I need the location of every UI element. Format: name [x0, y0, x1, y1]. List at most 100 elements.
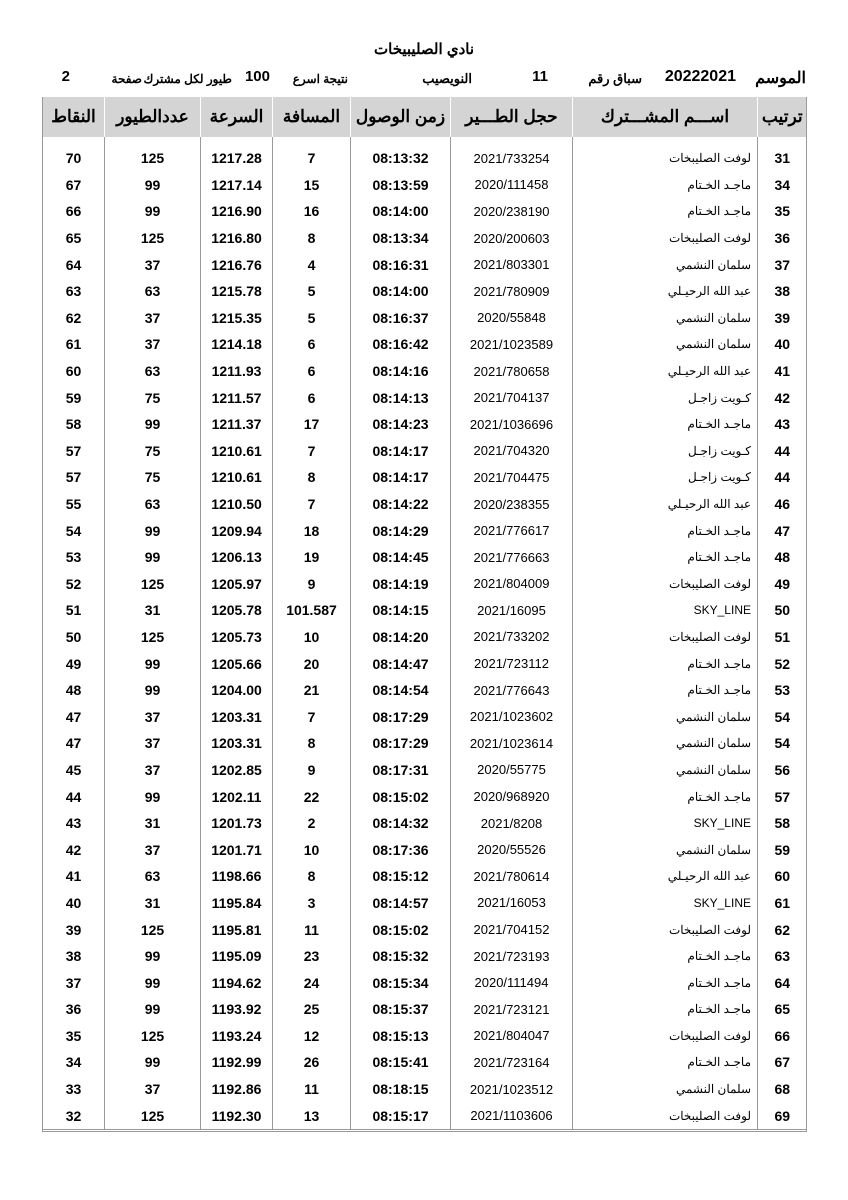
ring-number-cell: 2021/804009: [450, 570, 573, 598]
spacer-cell: [104, 137, 201, 145]
speed-cell: 1195.09: [200, 942, 273, 970]
speed-cell: 1216.80: [200, 224, 273, 252]
arrival-time-cell: 08:14:00: [350, 277, 451, 305]
rank-cell: 44: [757, 464, 807, 491]
arrival-time-cell: 08:14:17: [350, 437, 451, 465]
speed-cell: 1211.93: [200, 357, 273, 385]
points-cell: 39: [42, 916, 105, 943]
speed-cell: 1215.78: [200, 277, 273, 305]
table-row: 49 لوفت الصليبخات 2021/804009 08:14:19 9 1205…: [42, 570, 807, 598]
points-cell: 47: [42, 730, 105, 757]
rank-cell: 44: [757, 437, 807, 465]
member-name-cell: ماجـد الخـتام: [572, 676, 758, 704]
rank-cell: 54: [757, 730, 807, 757]
points-cell: 67: [42, 171, 105, 199]
ring-number-cell: 2021/780658: [450, 357, 573, 385]
bird-count-cell: 37: [104, 331, 201, 358]
rank-cell: 51: [757, 623, 807, 651]
points-cell: 37: [42, 969, 105, 996]
speed-cell: 1210.61: [200, 464, 273, 491]
rank-cell: 47: [757, 517, 807, 544]
speed-cell: 1198.66: [200, 863, 273, 890]
points-cell: 53: [42, 543, 105, 571]
speed-cell: 1211.57: [200, 384, 273, 411]
bird-count-cell: 125: [104, 145, 201, 172]
speed-cell: 1215.35: [200, 304, 273, 332]
distance-cell: 8: [272, 863, 351, 890]
member-name-cell: لوفت الصليبخات: [572, 1022, 758, 1050]
bird-count-cell: 37: [104, 836, 201, 864]
distance-cell: 19: [272, 543, 351, 571]
bird-count-cell: 37: [104, 703, 201, 731]
bird-count-cell: 125: [104, 1022, 201, 1050]
speed-cell: 1201.73: [200, 809, 273, 837]
ring-number-cell: 2020/238355: [450, 490, 573, 518]
arrival-time-cell: 08:16:31: [350, 251, 451, 278]
arrival-time-cell: 08:15:02: [350, 916, 451, 943]
table-row: 63 ماجـد الخـتام 2021/723193 08:15:32 23 1195…: [42, 942, 807, 970]
column-header-points: النقاط: [42, 97, 105, 137]
distance-cell: 24: [272, 969, 351, 996]
points-cell: 63: [42, 277, 105, 305]
bird-count-cell: 125: [104, 916, 201, 943]
member-name-cell: ماجـد الخـتام: [572, 996, 758, 1023]
rank-cell: 69: [757, 1102, 807, 1130]
ring-number-cell: 2021/776617: [450, 517, 573, 544]
speed-cell: 1217.14: [200, 171, 273, 199]
table-row: 56 سلمان النشمي 2020/55775 08:17:31 9 1202.85…: [42, 756, 807, 784]
distance-cell: 7: [272, 145, 351, 172]
table-row: 61 SKY_LINE 2021/16053 08:14:57 3 1195.84 31 40: [42, 889, 807, 917]
member-name-cell: لوفت الصليبخات: [572, 145, 758, 172]
race-number: 11: [532, 68, 548, 85]
member-name-cell: ماجـد الخـتام: [572, 650, 758, 677]
member-name-cell: SKY_LINE: [572, 597, 758, 624]
fastest-label: نتيجة اسرع: [292, 72, 348, 86]
member-name-cell: لوفت الصليبخات: [572, 916, 758, 943]
club-title: نادي الصليبيخات: [374, 41, 474, 58]
table-row: 66 لوفت الصليبخات 2021/804047 08:15:13 12 119…: [42, 1022, 807, 1050]
member-name-cell: لوفت الصليبخات: [572, 1102, 758, 1130]
ring-number-cell: 2021/1023614: [450, 730, 573, 757]
member-name-cell: ماجـد الخـتام: [572, 543, 758, 571]
ring-number-cell: 2020/968920: [450, 783, 573, 810]
ring-number-cell: 2021/733254: [450, 145, 573, 172]
member-name-cell: ماجـد الخـتام: [572, 410, 758, 438]
member-name-cell: سلمان النشمي: [572, 703, 758, 731]
table-row: 65 ماجـد الخـتام 2021/723121 08:15:37 25 1193…: [42, 996, 807, 1023]
table-row: 60 عبد الله الرحيـلي 2021/780614 08:15:12 8 1…: [42, 863, 807, 890]
speed-cell: 1211.37: [200, 410, 273, 438]
member-name-cell: لوفت الصليبخات: [572, 623, 758, 651]
bird-count-cell: 31: [104, 809, 201, 837]
spacer-row: [42, 137, 807, 145]
rank-cell: 60: [757, 863, 807, 890]
distance-cell: 13: [272, 1102, 351, 1130]
points-cell: 51: [42, 597, 105, 624]
rank-cell: 61: [757, 889, 807, 917]
speed-cell: 1217.28: [200, 145, 273, 172]
rank-cell: 65: [757, 996, 807, 1023]
distance-cell: 26: [272, 1049, 351, 1076]
rank-cell: 64: [757, 969, 807, 996]
rank-cell: 57: [757, 783, 807, 810]
bird-count-cell: 63: [104, 357, 201, 385]
ring-number-cell: 2021/723112: [450, 650, 573, 677]
ring-number-cell: 2021/776643: [450, 676, 573, 704]
table-row: 50 SKY_LINE 2021/16095 08:14:15 101.587 1205.…: [42, 597, 807, 624]
speed-cell: 1210.61: [200, 437, 273, 465]
points-cell: 49: [42, 650, 105, 677]
member-name-cell: لوفت الصليبخات: [572, 224, 758, 252]
ring-number-cell: 2021/1103606: [450, 1102, 573, 1130]
rank-cell: 41: [757, 357, 807, 385]
speed-cell: 1205.78: [200, 597, 273, 624]
speed-cell: 1202.85: [200, 756, 273, 784]
bird-count-cell: 99: [104, 650, 201, 677]
ring-number-cell: 2021/1023589: [450, 331, 573, 358]
points-cell: 60: [42, 357, 105, 385]
bird-count-cell: 37: [104, 730, 201, 757]
table-row: 37 سلمان النشمي 2021/803301 08:16:31 4 1216.7…: [42, 251, 807, 278]
rank-cell: 40: [757, 331, 807, 358]
arrival-time-cell: 08:14:23: [350, 410, 451, 438]
distance-cell: 9: [272, 570, 351, 598]
arrival-time-cell: 08:15:12: [350, 863, 451, 890]
points-cell: 43: [42, 809, 105, 837]
